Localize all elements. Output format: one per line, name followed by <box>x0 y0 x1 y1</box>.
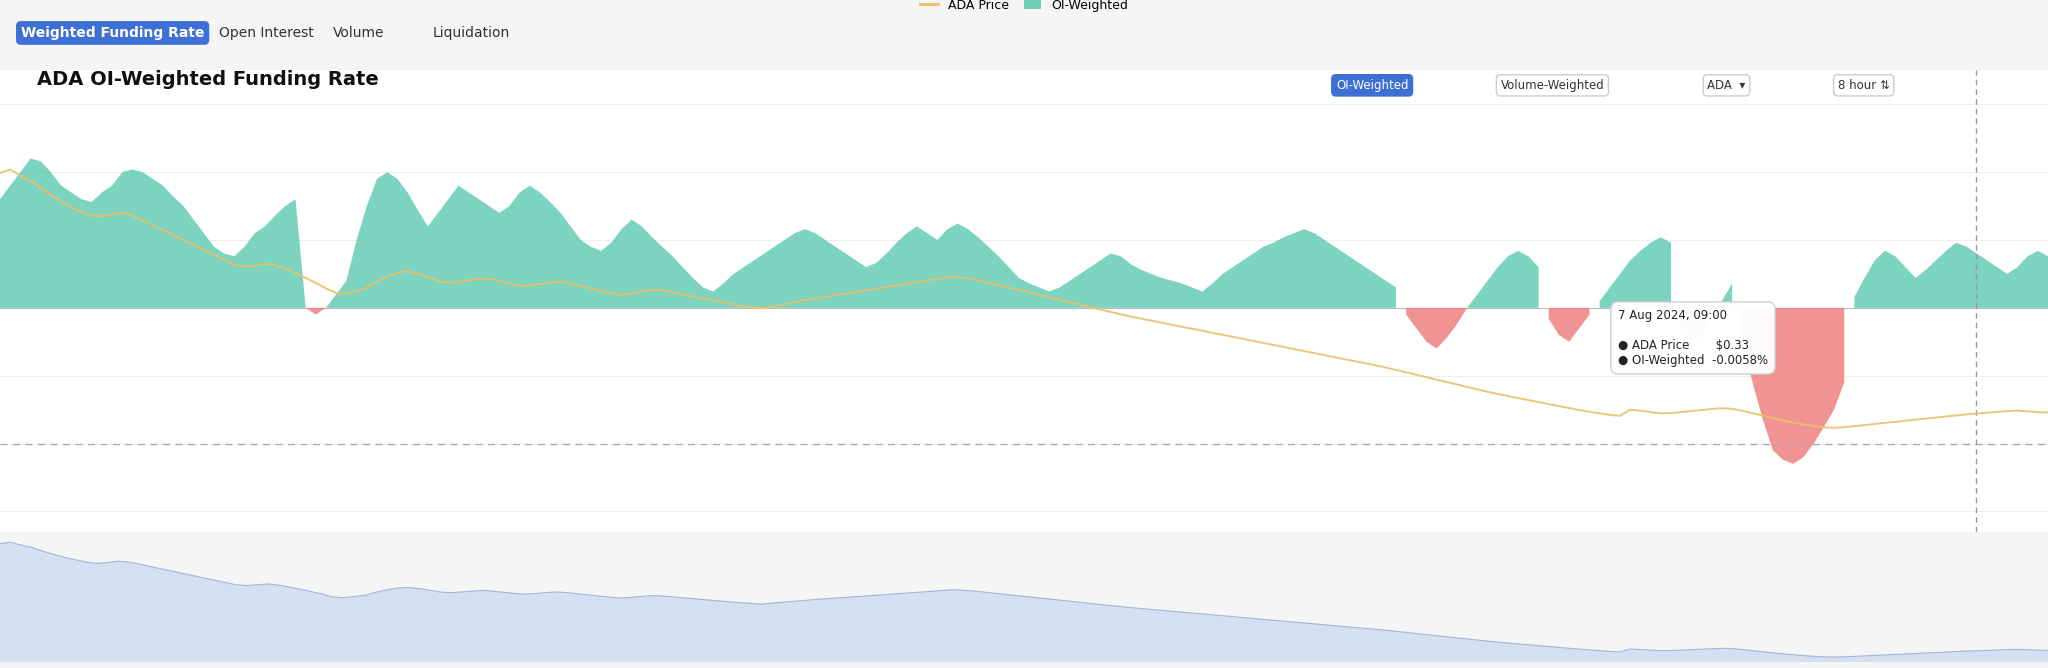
Text: 8 hour ⇅: 8 hour ⇅ <box>1837 79 1890 92</box>
Text: 7 Aug 2024, 09:00

● ADA Price       $0.33
● OI-Weighted  -0.0058%: 7 Aug 2024, 09:00 ● ADA Price $0.33 ● OI… <box>1618 309 1767 367</box>
Text: ADA  ▾: ADA ▾ <box>1708 79 1745 92</box>
Text: OI-Weighted: OI-Weighted <box>1335 79 1409 92</box>
Legend: ADA Price, OI-Weighted: ADA Price, OI-Weighted <box>915 0 1133 17</box>
Text: Volume: Volume <box>332 26 385 40</box>
Text: Volume-Weighted: Volume-Weighted <box>1501 79 1604 92</box>
Text: Weighted Funding Rate: Weighted Funding Rate <box>20 26 205 40</box>
Text: Liquidation: Liquidation <box>432 26 510 40</box>
Text: Open Interest: Open Interest <box>219 26 313 40</box>
Text: ADA OI-Weighted Funding Rate: ADA OI-Weighted Funding Rate <box>37 70 379 89</box>
